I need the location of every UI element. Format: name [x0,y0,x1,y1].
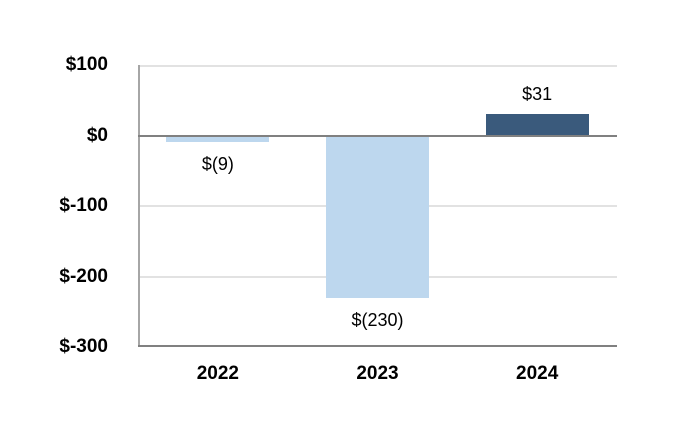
y-tick-label: $-200 [59,265,108,287]
x-tick-label: 2024 [516,363,559,384]
x-tick-label: 2022 [196,363,239,384]
y-tick-label: $-100 [59,195,108,216]
zero-line [138,134,617,137]
y-tick-label: $100 [65,54,108,75]
bar-2024 [485,113,589,136]
x-tick-label: 2023 [356,363,399,384]
x-axis-line [138,345,617,347]
data-label: $(230) [351,309,404,330]
y-tick-label: $-300 [59,336,108,357]
plot-area: $(9) $(230) $31 [138,65,617,347]
data-label: $(9) [201,153,234,174]
y-tick-label: $0 [86,124,108,146]
y-axis-line [138,65,140,347]
data-label: $31 [522,83,553,104]
gridline [138,65,617,67]
bar-2023 [326,135,429,298]
bar-2022 [166,135,270,142]
